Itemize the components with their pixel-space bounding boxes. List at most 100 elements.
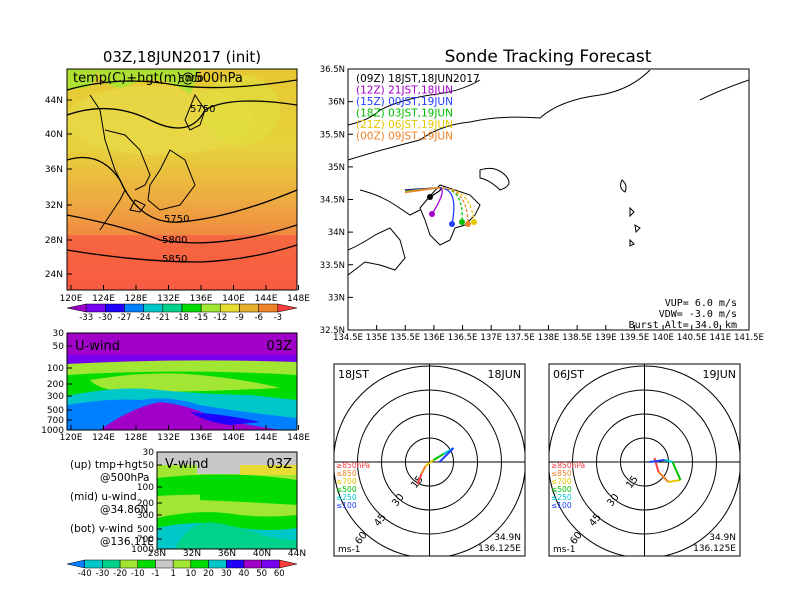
- colorbar-label: -12: [213, 313, 227, 323]
- colorbar-swatch: [225, 559, 245, 569]
- x-ticks-500: 120E 124E 128E 132E 136E 140E 144E 148E: [60, 285, 310, 304]
- colorbar-label: 10: [185, 569, 196, 579]
- u-wind-time: 03Z: [267, 339, 293, 354]
- colorbar-label: -10: [131, 569, 145, 579]
- x-tick-label: 140E: [222, 433, 245, 443]
- y-tick-label: 500: [137, 525, 154, 535]
- level-legend-entry: ≤500: [336, 485, 357, 494]
- hodograph-segment: [420, 465, 427, 475]
- level-legend-entry: ≥850hPa: [336, 461, 370, 470]
- ascent-line: [404, 187, 438, 194]
- colorbar-swatch: [172, 559, 192, 569]
- level-legend-entry: ≤250: [551, 493, 572, 502]
- colorbar-wind: -40 -30 -20 -10 -1 1 10 20 30 40 50 60: [66, 559, 298, 579]
- colorbar-label: -21: [156, 313, 170, 323]
- y-tick-label: 300: [47, 392, 64, 402]
- x-tick-label: 148E: [287, 433, 310, 443]
- y-tick-label: 24N: [45, 270, 63, 280]
- colorbar-swatch: [239, 303, 259, 313]
- right-title: Sonde Tracking Forecast: [445, 47, 652, 67]
- hodograph-segment: [671, 461, 682, 481]
- hodograph-segment: [416, 473, 423, 485]
- param-vdw: VDW= -3.0 m/s: [659, 309, 737, 320]
- hodograph-unit: ms-1: [338, 545, 360, 555]
- v-wind-time: 03Z: [267, 457, 293, 472]
- landing-point: [429, 211, 435, 217]
- y-tick-label: 36N: [45, 165, 63, 175]
- x-tick-label: 144E: [255, 433, 278, 443]
- y-tick-label: 32.5N: [320, 326, 345, 336]
- colorbar-label: -6: [254, 313, 262, 323]
- colorbar-swatch: [119, 559, 139, 569]
- colorbar-label: -3: [274, 313, 282, 323]
- x-tick-label: 138.5E: [562, 333, 592, 343]
- track-line: [436, 187, 469, 225]
- colorbar-swatch: [220, 303, 240, 313]
- y-tick-label: 300: [137, 511, 154, 521]
- level-legend-entry: ≤700: [551, 477, 572, 486]
- colorbar-swatch: [105, 303, 125, 313]
- y-tick-label: 30: [53, 329, 65, 339]
- x-tick-label: 141.5E: [734, 333, 764, 343]
- colorbar-swatch: [181, 303, 202, 313]
- colorbar-swatch: [124, 303, 144, 313]
- x-tick-label: 132E: [157, 433, 180, 443]
- colorbar-swatch: [279, 559, 298, 569]
- level-legend-entry: ≤500: [551, 485, 572, 494]
- x-tick-label: 140.5E: [677, 333, 707, 343]
- landing-point: [427, 194, 433, 200]
- v-wind-label: V-wind: [165, 457, 209, 472]
- run-legend-entry: (12Z) 21JST,18JUN: [356, 85, 453, 97]
- x-tick-label: 36N: [218, 549, 236, 559]
- y-tick-label: 200: [137, 499, 154, 509]
- colorbar-swatch: [208, 559, 227, 569]
- x-tick-label: 124E: [92, 294, 115, 304]
- note-up: (up) tmp+hgt: [70, 459, 142, 471]
- y-tick-label: 40N: [45, 130, 63, 140]
- colorbar-label: -9: [235, 313, 243, 323]
- x-tick-label: 136.5E: [448, 333, 478, 343]
- y-tick-label: 34N: [328, 228, 345, 238]
- x-ticks-v: 28N 32N 36N 40N 44N: [148, 549, 306, 559]
- colorbar-swatch: [200, 303, 221, 313]
- level-legend-entry: ≤100: [551, 501, 572, 510]
- legend-notes: (up) tmp+hgt @500hPa (mid) u-wind @34.86…: [70, 459, 154, 548]
- colorbar-label: 40: [239, 569, 250, 579]
- x-tick-label: 148E: [287, 294, 310, 304]
- y-tick-label: 1000: [41, 426, 64, 436]
- hodograph-lon: 136.125E: [693, 544, 736, 554]
- x-tick-label: 124E: [92, 433, 115, 443]
- colorbar-label: -30: [98, 313, 112, 323]
- y-ticks-map: 36.5N 36N 35.5N 35N 34.5N 34N 33.5N 33N 32.5N: [320, 65, 353, 336]
- note-mid: (mid) u-wind: [70, 491, 137, 503]
- run-legend-entry: (00Z) 09JST,19JUN: [356, 131, 453, 143]
- colorbar-label: 1: [170, 569, 175, 579]
- y-tick-label: 50: [143, 461, 155, 471]
- contour-label-5750-a: 5750: [190, 104, 215, 115]
- colorbar-swatch: [85, 303, 106, 313]
- track-line: [436, 187, 463, 223]
- x-tick-label: 44N: [288, 549, 306, 559]
- sonde-tracks: [404, 187, 477, 227]
- x-tick-label: 138E: [538, 333, 560, 343]
- x-tick-label: 136E: [423, 333, 445, 343]
- hodograph-lat: 34.9N: [709, 533, 736, 543]
- hodograph-unit: ms-1: [553, 545, 575, 555]
- landing-point: [459, 219, 465, 225]
- hodograph-segment: [657, 471, 670, 483]
- colorbar-swatch: [162, 303, 183, 313]
- note-bot: (bot) v-wind: [70, 523, 133, 535]
- colorbar-swatch: [155, 559, 174, 569]
- contour-label-5700: 5700: [178, 74, 203, 85]
- x-tick-label: 139.5E: [620, 333, 650, 343]
- note-up2: @500hPa: [100, 472, 150, 484]
- track-map: (09Z) 18JST,18JUN2017(12Z) 21JST,18JUN(1…: [320, 65, 764, 343]
- hodograph-time: 06JST: [553, 368, 584, 381]
- colorbar-label: -18: [175, 313, 189, 323]
- x-tick-label: 135E: [366, 333, 388, 343]
- x-tick-label: 128E: [125, 294, 148, 304]
